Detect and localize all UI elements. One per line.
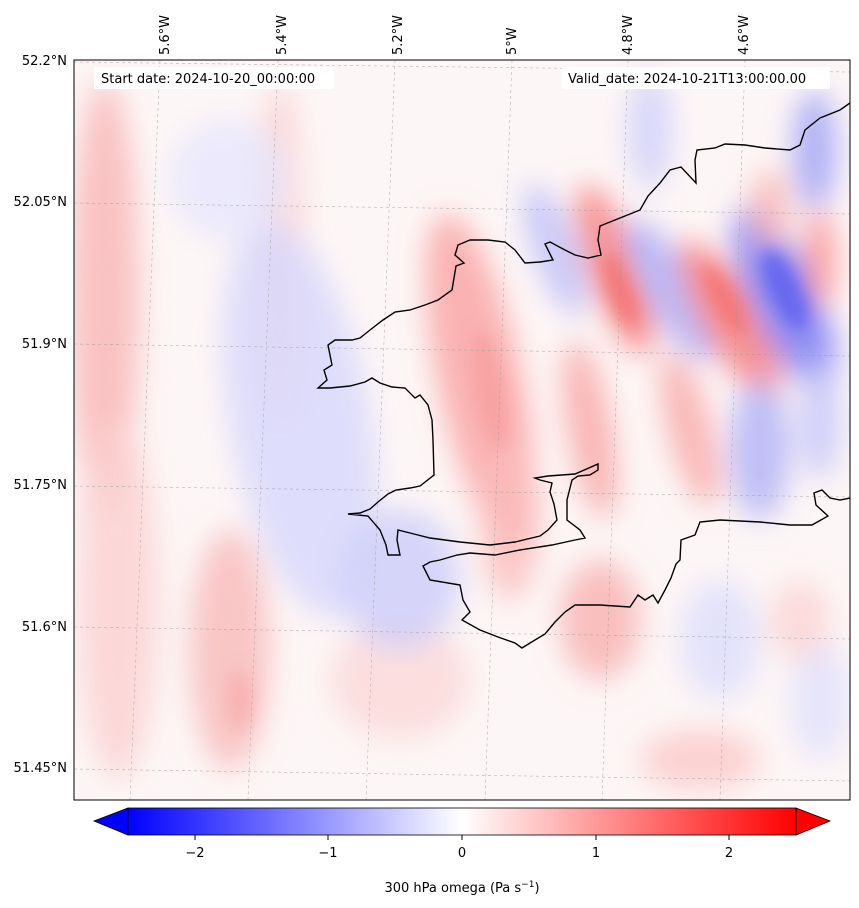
colorbar: −2 −1 0 1 2 300 hPa omega (Pa s−1) (92, 807, 832, 896)
lat-label: 51.9°N (22, 337, 67, 352)
lon-label: 4.6°W (737, 15, 752, 55)
longitude-labels: 5.6°W 5.4°W 5.2°W 5°W 4.8°W 4.6°W (158, 15, 752, 55)
colorbar-max-extend (795, 807, 832, 836)
colorbar-tick: 2 (725, 846, 733, 861)
valid-date-box: Valid_date: 2024-10-21T13:00:00.00 (562, 67, 830, 89)
latitude-labels: 52.2°N 52.05°N 51.9°N 51.75°N 51.6°N 51.… (14, 54, 67, 776)
colorbar-label: 300 hPa omega (Pa s−1) (384, 880, 539, 896)
lon-label: 4.8°W (621, 15, 636, 55)
start-date-box: Start date: 2024-10-20_00:00:00 (94, 67, 334, 89)
lat-label: 52.05°N (14, 195, 67, 210)
lon-label: 5.2°W (391, 15, 406, 55)
colorbar-tick: −1 (318, 846, 337, 861)
map-frame (73, 59, 851, 801)
colorbar-tick: −2 (185, 846, 204, 861)
lat-label: 52.2°N (22, 54, 67, 69)
omega-field (74, 60, 850, 800)
lon-label: 5°W (505, 27, 520, 55)
lat-label: 51.6°N (22, 620, 67, 635)
coastline (316, 102, 850, 649)
valid-date-label: Valid_date: 2024-10-21T13:00:00.00 (568, 72, 806, 87)
colorbar-tick: 1 (592, 846, 600, 861)
lat-label: 51.45°N (14, 761, 67, 776)
colorbar-min-extend (92, 807, 129, 836)
lat-label: 51.75°N (14, 478, 67, 493)
lon-label: 5.4°W (275, 15, 290, 55)
lon-label: 5.6°W (158, 15, 173, 55)
colorbar-tick: 0 (458, 846, 466, 861)
start-date-label: Start date: 2024-10-20_00:00:00 (101, 72, 315, 87)
colorbar-gradient (128, 808, 796, 835)
